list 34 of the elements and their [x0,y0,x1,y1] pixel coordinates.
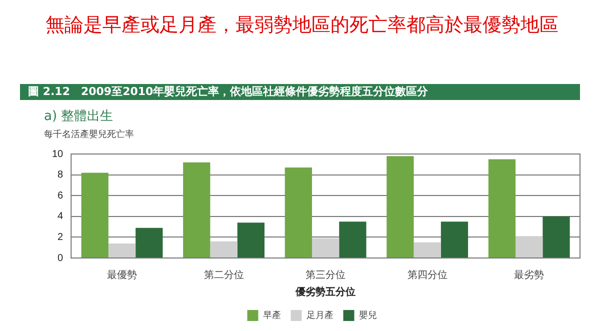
bar [284,168,312,258]
legend-label: 早產 [262,310,281,320]
bar [414,242,441,258]
x-axis-title: 優劣勢五分位 [294,286,356,298]
y-tick-label: 6 [58,190,64,202]
bar [136,228,163,258]
x-tick-label: 第四分位 [407,268,448,281]
bar [542,216,570,258]
bar [386,156,414,258]
y-tick-label: 0 [58,252,64,264]
bar [210,241,238,258]
bar [183,162,210,258]
x-tick-label: 最劣勢 [514,268,544,281]
legend-label: 嬰兒 [358,310,377,320]
chart-subtitle: 圖 2.12 2009至2010年嬰兒死亡率，依地區社經條件優劣勢程度五分位數區分 [20,84,580,100]
bar [108,243,136,258]
x-tick-label: 第二分位 [204,268,244,281]
bar [339,222,366,258]
legend-label: 足月產 [306,310,334,320]
text: a) 整體出生 [44,108,114,125]
bar [312,238,340,258]
bar [516,236,543,258]
bar [237,222,264,258]
bar [440,222,468,258]
y-axis-title: 每千名活產嬰兒死亡率 [44,128,134,141]
chart-title: 無論是早產或足月產，最弱勢地區的死亡率都高於最優勢地區 [44,13,560,38]
bar [81,172,108,258]
x-tick-label: 最優勢 [107,268,138,281]
bar [488,159,516,258]
y-tick-label: 2 [58,232,64,243]
y-tick-label: 4 [58,211,64,222]
x-tick-label: 第三分位 [306,268,346,281]
y-tick-label: 8 [58,170,64,181]
y-tick-label: 10 [52,148,64,160]
